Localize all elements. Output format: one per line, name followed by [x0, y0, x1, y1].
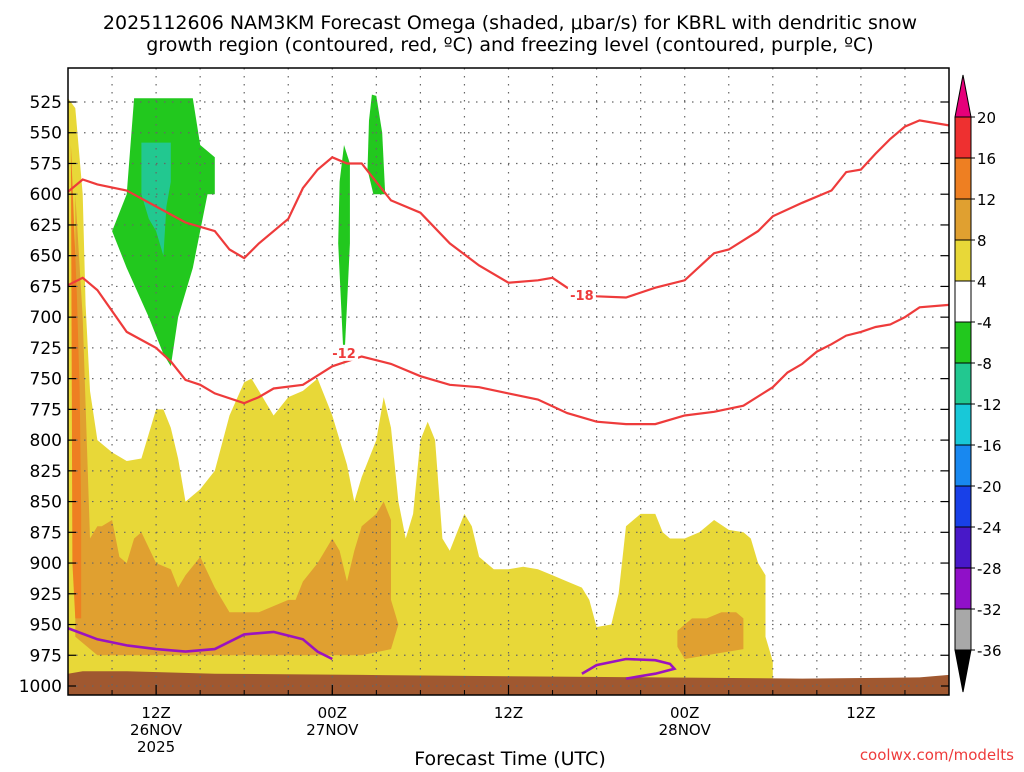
x-axis-label: Forecast Time (UTC): [414, 748, 605, 768]
x-tick-label-18-0: 00Z: [318, 704, 347, 722]
colorbar-label-4: 4: [977, 273, 987, 291]
colorbar-bin--24: [954, 485, 972, 528]
colorbar-bin--20: [954, 444, 972, 487]
y-tick-label-700: 700: [30, 308, 62, 328]
colorbar-bin-16: [954, 116, 972, 159]
y-tick-label-750: 750: [30, 370, 62, 390]
omega-region--4-6: [338, 145, 350, 367]
y-tick-label-575: 575: [30, 154, 62, 174]
colorbar-label-12: -32: [977, 601, 1002, 619]
colorbar-label-6: -8: [977, 355, 992, 373]
omega-region-12-3: [70, 145, 82, 619]
colorbar-bin--8: [954, 321, 972, 364]
colorbar-bin--12: [954, 362, 972, 405]
colorbar-label-9: -20: [977, 478, 1002, 496]
colorbar-label-0: 20: [977, 109, 996, 127]
x-tick-label-42-0: 00Z: [670, 704, 699, 722]
x-tick-label-18-1: 27NOV: [306, 721, 359, 739]
colorbar-bin--28: [954, 526, 972, 569]
colorbar-label-2: 12: [977, 191, 996, 209]
colorbar-label-1: 16: [977, 150, 996, 168]
credit-text: coolwx.com/modelts: [860, 746, 1014, 764]
colorbar-label-5: -4: [977, 314, 992, 332]
y-tick-label-900: 900: [30, 554, 62, 574]
colorbar-bin-4: [954, 239, 972, 282]
contour-line--18-0: [68, 119, 949, 299]
contours: -18 -12: [68, 119, 949, 680]
colorbar-bin-8: [954, 198, 972, 241]
x-tick-label-6-1: 26NOV: [130, 721, 183, 739]
colorbar-label-11: -28: [977, 560, 1002, 578]
omega-region--8-5: [141, 142, 171, 256]
contour-label-1: -12: [332, 347, 356, 362]
y-tick-label-875: 875: [30, 523, 62, 543]
freezing-level-line-1: [581, 657, 677, 680]
contour-line--12-1: [68, 276, 949, 426]
colorbar-bin--36: [954, 608, 972, 651]
omega-region--4-7: [367, 94, 386, 195]
plot-area: [68, 94, 949, 695]
colorbar-bin--16: [954, 403, 972, 446]
colorbar-arrow-bottom: [954, 649, 972, 693]
chart-title: 2025112606 NAM3KM Forecast Omega (shaded…: [103, 12, 917, 34]
y-tick-label-775: 775: [30, 400, 62, 420]
y-tick-label-550: 550: [30, 124, 62, 144]
x-tick-label-30-0: 12Z: [494, 704, 523, 722]
contour-label-0: -18: [570, 289, 594, 304]
omega-region-4-0: [68, 98, 773, 680]
omega-region-8-2: [677, 612, 744, 659]
y-tick-label-825: 825: [30, 462, 62, 482]
freezing-level-line-0: [68, 626, 333, 661]
colorbar-label-8: -16: [977, 437, 1002, 455]
omega-region-8-1: [75, 194, 399, 656]
y-tick-label-1000: 1000: [19, 677, 62, 697]
contour-label-bg-1: [330, 344, 359, 361]
y-tick-label-525: 525: [30, 93, 62, 113]
colorbar-label-10: -24: [977, 519, 1002, 537]
y-tick-label-625: 625: [30, 216, 62, 236]
y-axis: 525 550 575 600 625 650 675 700 725 750 775 800 825 8…: [19, 93, 949, 697]
colorbar-bin--4: [954, 280, 972, 323]
colorbar-bin--32: [954, 567, 972, 610]
contour-label-bg-0: [567, 287, 596, 304]
y-tick-label-925: 925: [30, 585, 62, 605]
colorbar: 20 16 12 8 4 -4 -8 -12 -16 -20 -24 -28 -32 -36: [954, 74, 1002, 693]
colorbar-label-13: -36: [977, 642, 1002, 660]
y-tick-label-600: 600: [30, 185, 62, 205]
y-tick-label-975: 975: [30, 646, 62, 666]
x-tick-label-42-1: 28NOV: [659, 721, 712, 739]
y-tick-label-725: 725: [30, 339, 62, 359]
y-tick-label-850: 850: [30, 493, 62, 513]
chart-subtitle: growth region (contoured, red, ºC) and f…: [146, 34, 873, 56]
colorbar-label-7: -12: [977, 396, 1002, 414]
colorbar-label-3: 8: [977, 232, 987, 250]
x-tick-label-6-2: 2025: [137, 738, 175, 756]
y-tick-label-650: 650: [30, 247, 62, 267]
y-tick-label-675: 675: [30, 277, 62, 297]
grid: [68, 68, 949, 695]
y-tick-label-950: 950: [30, 616, 62, 636]
y-tick-label-800: 800: [30, 431, 62, 451]
colorbar-bin-12: [954, 157, 972, 200]
x-tick-label-54-0: 12Z: [846, 704, 875, 722]
x-tick-label-6-0: 12Z: [141, 704, 170, 722]
